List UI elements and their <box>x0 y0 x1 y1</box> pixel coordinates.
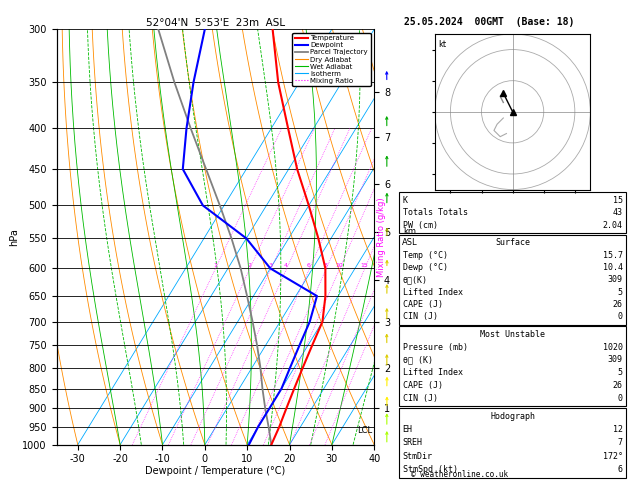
Text: Surface: Surface <box>495 238 530 247</box>
Text: Hodograph: Hodograph <box>490 412 535 421</box>
Text: 15.7: 15.7 <box>603 251 623 260</box>
Text: StmSpd (kt): StmSpd (kt) <box>403 465 457 474</box>
Text: K: K <box>403 195 408 205</box>
Y-axis label: km
ASL: km ASL <box>402 227 418 246</box>
Text: Most Unstable: Most Unstable <box>480 330 545 339</box>
Text: Temp (°C): Temp (°C) <box>403 251 448 260</box>
Legend: Temperature, Dewpoint, Parcel Trajectory, Dry Adiabat, Wet Adiabat, Isotherm, Mi: Temperature, Dewpoint, Parcel Trajectory… <box>292 33 370 87</box>
Text: 0: 0 <box>618 312 623 321</box>
Text: 309: 309 <box>608 355 623 364</box>
Text: 2.04: 2.04 <box>603 221 623 230</box>
Text: 43: 43 <box>613 208 623 217</box>
Text: 6: 6 <box>307 263 311 268</box>
Text: 7: 7 <box>618 438 623 448</box>
Text: 10: 10 <box>335 263 343 268</box>
Text: 3: 3 <box>269 263 272 268</box>
Text: 172°: 172° <box>603 452 623 461</box>
Text: Lifted Index: Lifted Index <box>403 368 462 377</box>
Text: 1: 1 <box>213 263 217 268</box>
X-axis label: Dewpoint / Temperature (°C): Dewpoint / Temperature (°C) <box>145 466 286 476</box>
Text: 4: 4 <box>284 263 288 268</box>
Title: 52°04'N  5°53'E  23m  ASL: 52°04'N 5°53'E 23m ASL <box>146 18 285 28</box>
Text: 1020: 1020 <box>603 343 623 351</box>
Text: SREH: SREH <box>403 438 423 448</box>
Text: 10.4: 10.4 <box>603 263 623 272</box>
Text: Mixing Ratio (g/kg): Mixing Ratio (g/kg) <box>377 197 386 277</box>
Text: Dewp (°C): Dewp (°C) <box>403 263 448 272</box>
Y-axis label: hPa: hPa <box>9 228 19 246</box>
Text: © weatheronline.co.uk: © weatheronline.co.uk <box>411 469 508 479</box>
Text: Totals Totals: Totals Totals <box>403 208 467 217</box>
Text: 309: 309 <box>608 275 623 284</box>
Text: 25.05.2024  00GMT  (Base: 18): 25.05.2024 00GMT (Base: 18) <box>404 17 574 27</box>
Text: CAPE (J): CAPE (J) <box>403 300 443 309</box>
Text: 6: 6 <box>618 465 623 474</box>
Text: θᴇ(K): θᴇ(K) <box>403 275 428 284</box>
Text: 8: 8 <box>324 263 328 268</box>
Text: EH: EH <box>403 425 413 434</box>
Text: LCL: LCL <box>357 426 372 435</box>
Text: CIN (J): CIN (J) <box>403 312 438 321</box>
Text: Pressure (mb): Pressure (mb) <box>403 343 467 351</box>
Text: StmDir: StmDir <box>403 452 433 461</box>
Text: 15: 15 <box>613 195 623 205</box>
Text: 5: 5 <box>618 368 623 377</box>
Text: 2: 2 <box>247 263 252 268</box>
Text: 26: 26 <box>613 300 623 309</box>
Text: CAPE (J): CAPE (J) <box>403 381 443 390</box>
Text: 26: 26 <box>613 381 623 390</box>
Text: 0: 0 <box>618 394 623 402</box>
Text: PW (cm): PW (cm) <box>403 221 438 230</box>
Text: 15: 15 <box>360 263 368 268</box>
Text: CIN (J): CIN (J) <box>403 394 438 402</box>
Text: 12: 12 <box>613 425 623 434</box>
Text: kt: kt <box>438 40 446 49</box>
Text: θᴇ (K): θᴇ (K) <box>403 355 433 364</box>
Text: 5: 5 <box>618 288 623 296</box>
Text: Lifted Index: Lifted Index <box>403 288 462 296</box>
